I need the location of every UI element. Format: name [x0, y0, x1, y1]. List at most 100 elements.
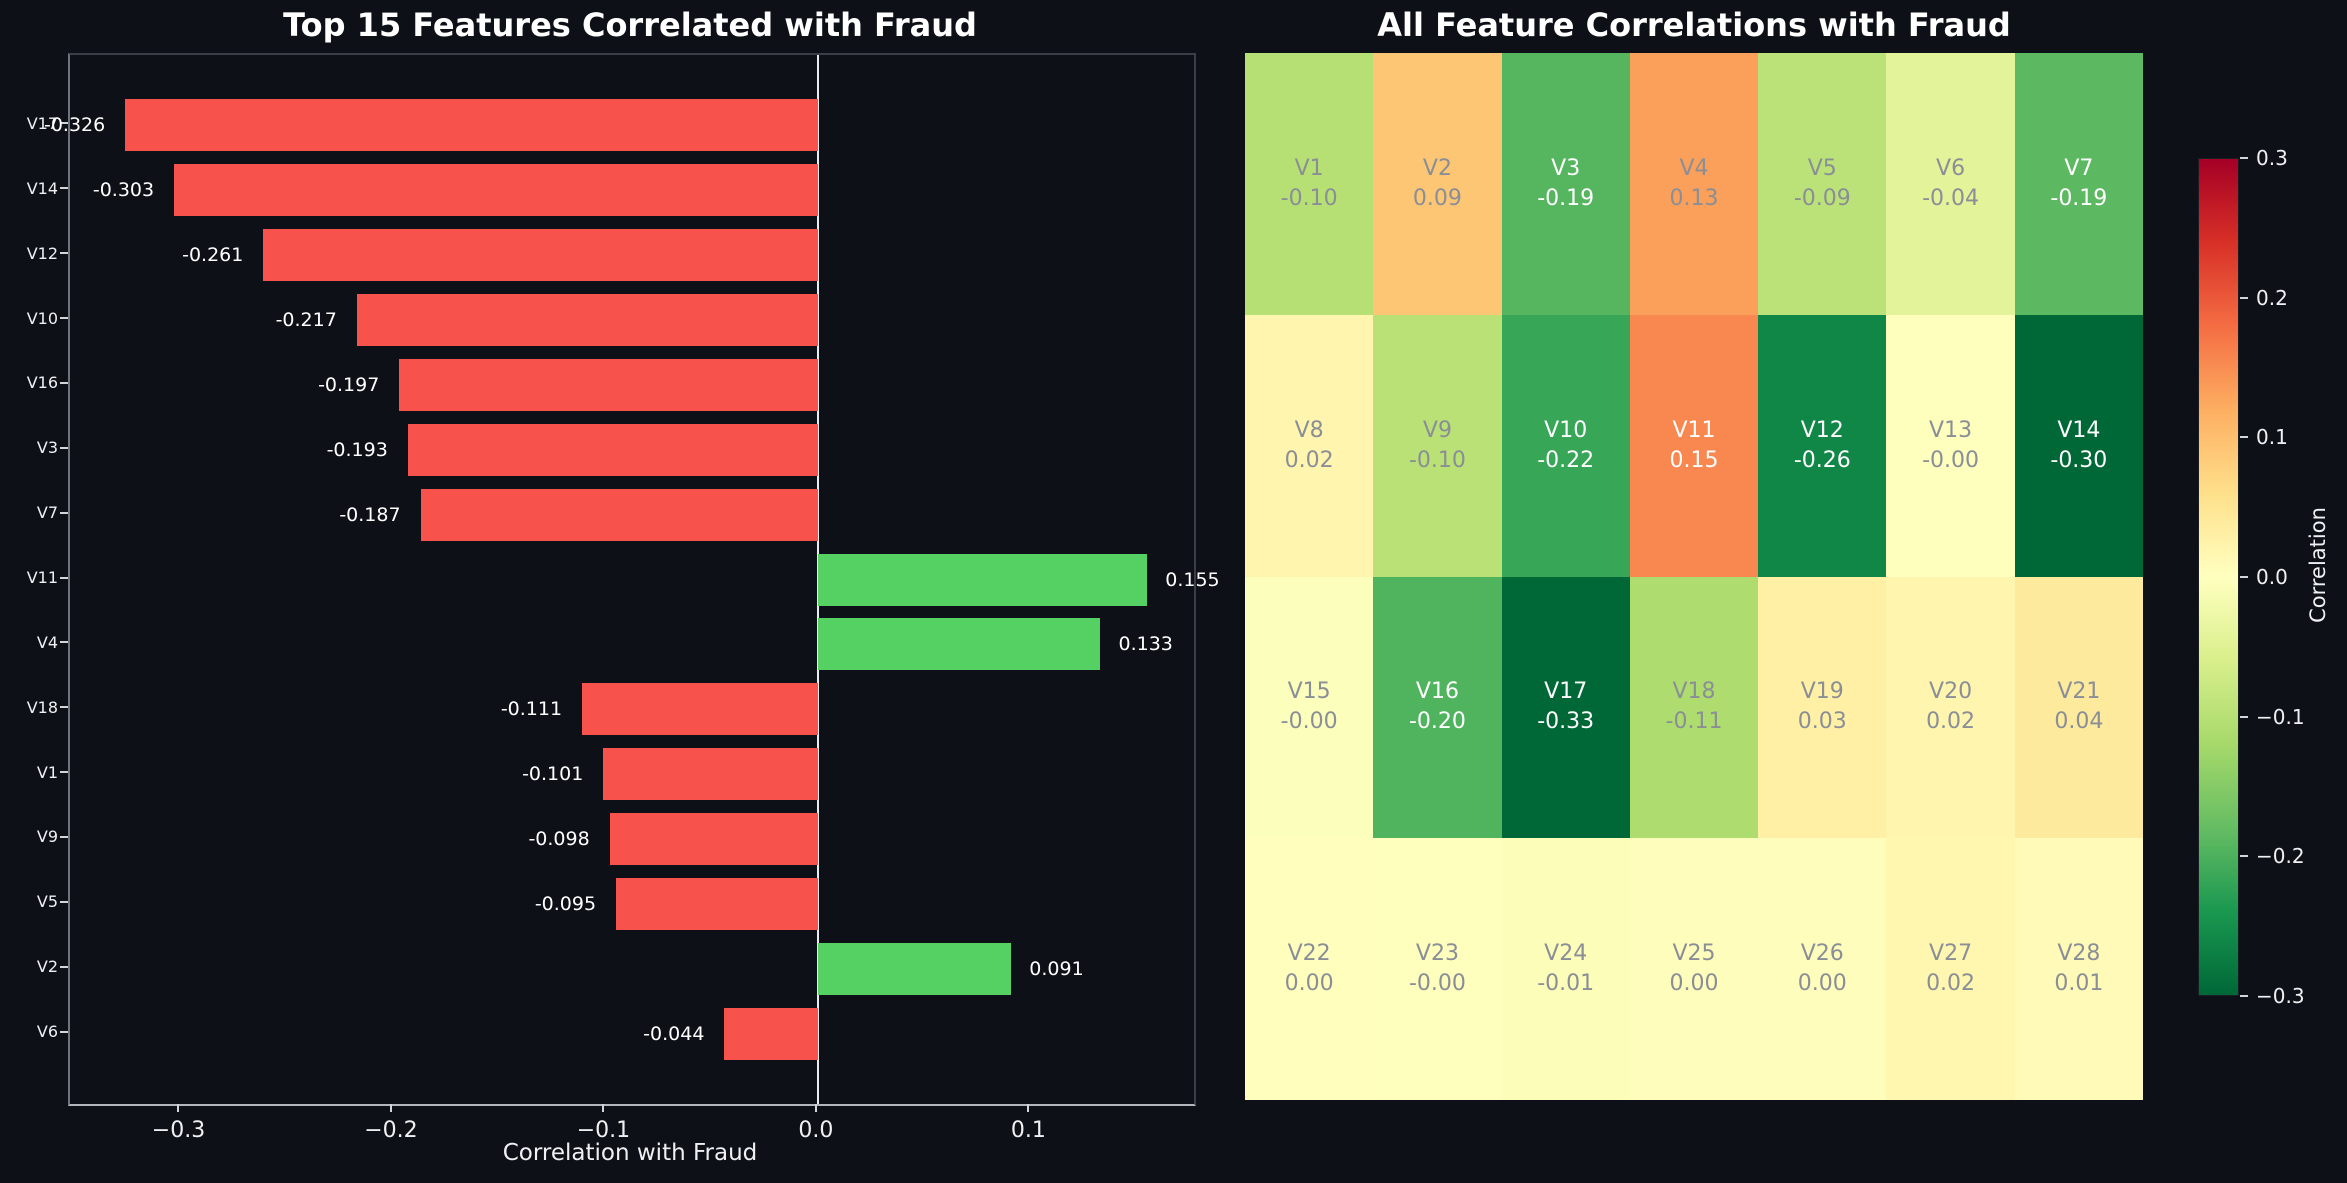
heatmap-cell-name-V1: V1: [1294, 155, 1324, 181]
bar-value-V6: -0.044: [643, 1022, 705, 1045]
heatmap-cell-V20: V20 0.02: [1886, 576, 2015, 839]
heatmap-cell-name-V18: V18: [1672, 679, 1716, 705]
heatmap-cell-value-V7: -0.19: [2050, 185, 2108, 211]
bar-chart-xlabel: Correlation with Fraud: [502, 1140, 758, 1166]
heatmap-cell-name-V17: V17: [1544, 679, 1588, 705]
heatmap-cell-V19: V19 0.03: [1758, 576, 1887, 839]
y-tick-mark-V9: [60, 835, 68, 838]
y-tick-mark-V1: [60, 771, 68, 774]
y-tick-mark-V17: [60, 122, 68, 125]
heatmap-cell-V4: V4 0.13: [1629, 53, 1759, 315]
y-tick-label-V10: V10: [26, 308, 58, 328]
heatmap-cell-V11: V11 0.15: [1629, 314, 1759, 577]
heatmap-cell-name-V4: V4: [1679, 155, 1709, 181]
x-tick-label-−0.1: −0.1: [576, 1118, 631, 1143]
heatmap-cell-name-V26: V26: [1800, 941, 1844, 967]
colorbar-tick-mark-0.2: [2240, 296, 2248, 299]
bar-V9: [609, 812, 818, 865]
heatmap-cell-V5: V5 -0.09: [1758, 53, 1887, 315]
colorbar-tick-mark-0.0: [2240, 576, 2248, 578]
heatmap-cell-name-V2: V2: [1422, 155, 1452, 181]
y-tick-label-V14: V14: [26, 178, 58, 198]
heatmap-cell-value-V11: 0.15: [1669, 447, 1719, 473]
bar-value-V10: -0.217: [275, 309, 337, 332]
colorbar-tick-label-0.1: 0.1: [2256, 425, 2288, 450]
x-tick-mark-−0.2: [389, 1104, 392, 1112]
heatmap-cell-name-V21: V21: [2057, 679, 2101, 705]
heatmap-cell-name-V5: V5: [1807, 155, 1837, 181]
heatmap-cell-name-V10: V10: [1544, 417, 1588, 443]
heatmap-cell-V9: V9 -0.10: [1373, 314, 1502, 577]
heatmap-cell-value-V16: -0.20: [1408, 709, 1466, 735]
heatmap-cell-V13: V13 -0.00: [1886, 314, 2015, 577]
bar-value-V1: -0.101: [522, 763, 584, 786]
colorbar-tick-label-−0.1: −0.1: [2256, 704, 2305, 729]
heatmap-cell-value-V4: 0.13: [1669, 185, 1719, 211]
heatmap-cell-name-V9: V9: [1422, 417, 1452, 443]
heatmap-cell-name-V3: V3: [1551, 155, 1581, 181]
heatmap-cell-value-V23: -0.00: [1408, 971, 1466, 997]
heatmap-cell-V18: V18 -0.11: [1629, 576, 1759, 839]
bar-V1: [603, 748, 818, 801]
heatmap-cell-name-V6: V6: [1936, 155, 1966, 181]
y-tick-label-V18: V18: [26, 697, 58, 717]
y-tick-mark-V5: [60, 900, 68, 903]
y-tick-label-V4: V4: [36, 632, 58, 652]
heatmap-cell-value-V6: -0.04: [1922, 185, 1980, 211]
y-tick-label-V2: V2: [36, 957, 58, 977]
heatmap-cell-V7: V7 -0.19: [2014, 53, 2143, 315]
heatmap-cell-value-V9: -0.10: [1408, 447, 1466, 473]
bar-V5: [616, 877, 818, 930]
y-tick-label-V17: V17: [26, 113, 58, 133]
heatmap-cell-name-V19: V19: [1800, 679, 1844, 705]
y-tick-label-V9: V9: [36, 827, 58, 847]
y-tick-label-V3: V3: [36, 438, 58, 458]
bar-V6: [724, 1007, 818, 1060]
y-tick-mark-V14: [60, 187, 68, 190]
heatmap-cell-V14: V14 -0.30: [2014, 314, 2143, 577]
heatmap-cell-V8: V8 0.02: [1245, 314, 1374, 577]
colorbar-tick-mark-−0.2: [2240, 855, 2248, 858]
bar-value-V17: -0.326: [43, 114, 106, 137]
y-tick-mark-V10: [60, 317, 68, 320]
colorbar-tick-mark-−0.1: [2240, 715, 2248, 718]
x-tick-label-−0.2: −0.2: [364, 1118, 418, 1143]
x-tick-mark-−0.1: [602, 1104, 605, 1112]
y-tick-mark-V7: [60, 511, 68, 514]
heatmap-cell-V26: V26 0.00: [1758, 838, 1887, 1100]
bar-V11: [817, 553, 1148, 606]
heatmap-cell-name-V16: V16: [1415, 679, 1459, 705]
y-tick-label-V6: V6: [36, 1022, 58, 1042]
heatmap-cell-V3: V3 -0.19: [1501, 53, 1630, 315]
y-tick-label-V11: V11: [26, 568, 58, 587]
heatmap-cell-value-V28: 0.01: [2054, 971, 2104, 997]
y-tick-label-V7: V7: [36, 503, 58, 523]
heatmap-cell-value-V21: 0.04: [2054, 709, 2104, 735]
bar-value-V9: -0.098: [528, 827, 590, 850]
y-tick-label-V16: V16: [26, 373, 58, 393]
bar-V4: [817, 618, 1101, 671]
x-tick-mark-−0.3: [177, 1104, 180, 1112]
heatmap-cell-V2: V2 0.09: [1373, 53, 1502, 315]
y-tick-label-V1: V1: [36, 762, 58, 782]
heatmap-cell-value-V26: 0.00: [1797, 971, 1847, 997]
heatmap-cell-value-V14: -0.30: [2050, 447, 2108, 473]
heatmap-cell-value-V19: 0.03: [1797, 709, 1847, 735]
heatmap-cell-V27: V27 0.02: [1886, 838, 2015, 1100]
colorbar-tick-label-0.0: 0.0: [2256, 565, 2288, 589]
colorbar-tick-label-−0.2: −0.2: [2256, 844, 2305, 869]
heatmap-cell-name-V15: V15: [1287, 679, 1331, 705]
heatmap-cell-name-V22: V22: [1287, 941, 1331, 967]
x-tick-label-0.1: 0.1: [1010, 1118, 1046, 1143]
heatmap-title: All Feature Correlations with Fraud: [1377, 6, 2011, 44]
heatmap-cell-name-V14: V14: [2057, 417, 2101, 443]
heatmap-cell-value-V10: -0.22: [1537, 447, 1595, 473]
bar-value-V18: -0.111: [500, 698, 563, 721]
colorbar-tick-mark-0.1: [2240, 436, 2248, 439]
bar-value-V5: -0.095: [534, 892, 597, 915]
y-tick-mark-V4: [60, 641, 68, 644]
colorbar-label: Correlation: [2306, 507, 2330, 623]
heatmap-cell-V1: V1 -0.10: [1245, 53, 1374, 315]
heatmap-cell-value-V2: 0.09: [1412, 185, 1462, 211]
